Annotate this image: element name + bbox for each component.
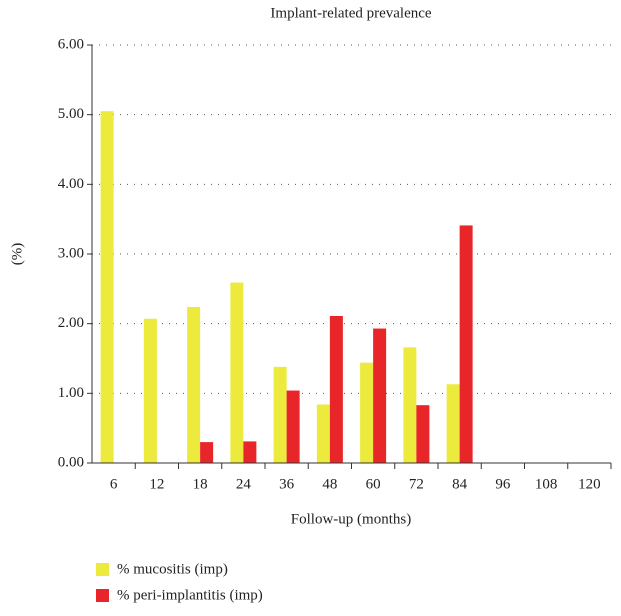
- bar: [416, 405, 430, 463]
- bar: [446, 384, 460, 463]
- bar: [273, 366, 287, 463]
- x-tick-label: 24: [236, 476, 252, 492]
- legend-swatch: [96, 589, 109, 602]
- x-axis-label: Follow-up (months): [291, 511, 411, 527]
- bar: [200, 442, 214, 463]
- bar: [286, 390, 300, 463]
- x-tick-label: 48: [322, 476, 337, 492]
- x-tick-label: 120: [578, 476, 601, 492]
- y-tick-label: 2.00: [58, 315, 84, 331]
- chart-title: Implant-related prevalence: [270, 5, 431, 21]
- bar: [329, 316, 343, 463]
- legend-swatch: [96, 563, 109, 576]
- legend-label: % peri-implantitis (imp): [117, 587, 263, 603]
- y-tick-label: 0.00: [58, 454, 84, 470]
- y-tick-label: 5.00: [58, 106, 84, 122]
- bar: [373, 328, 387, 463]
- x-tick-label: 108: [535, 476, 558, 492]
- bar: [100, 111, 114, 463]
- bar: [403, 347, 417, 463]
- bar: [230, 282, 244, 463]
- bar: [360, 362, 374, 463]
- x-tick-label: 84: [452, 476, 468, 492]
- x-tick-label: 72: [409, 476, 424, 492]
- x-tick-label: 36: [279, 476, 295, 492]
- y-tick-label: 4.00: [58, 176, 84, 192]
- legend-label: % mucositis (imp): [117, 561, 228, 577]
- bar: [143, 318, 157, 463]
- x-tick-label: 12: [149, 476, 164, 492]
- y-tick-label: 1.00: [58, 385, 84, 401]
- y-tick-label: 3.00: [58, 245, 84, 261]
- bar: [243, 441, 257, 463]
- y-tick-label: 6.00: [58, 36, 84, 52]
- y-axis-label: (%): [9, 243, 25, 266]
- bar: [187, 306, 201, 463]
- x-tick-label: 60: [366, 476, 381, 492]
- x-tick-label: 6: [110, 476, 118, 492]
- bar: [459, 225, 473, 463]
- x-tick-label: 18: [193, 476, 208, 492]
- x-tick-label: 96: [495, 476, 511, 492]
- bar: [316, 404, 330, 463]
